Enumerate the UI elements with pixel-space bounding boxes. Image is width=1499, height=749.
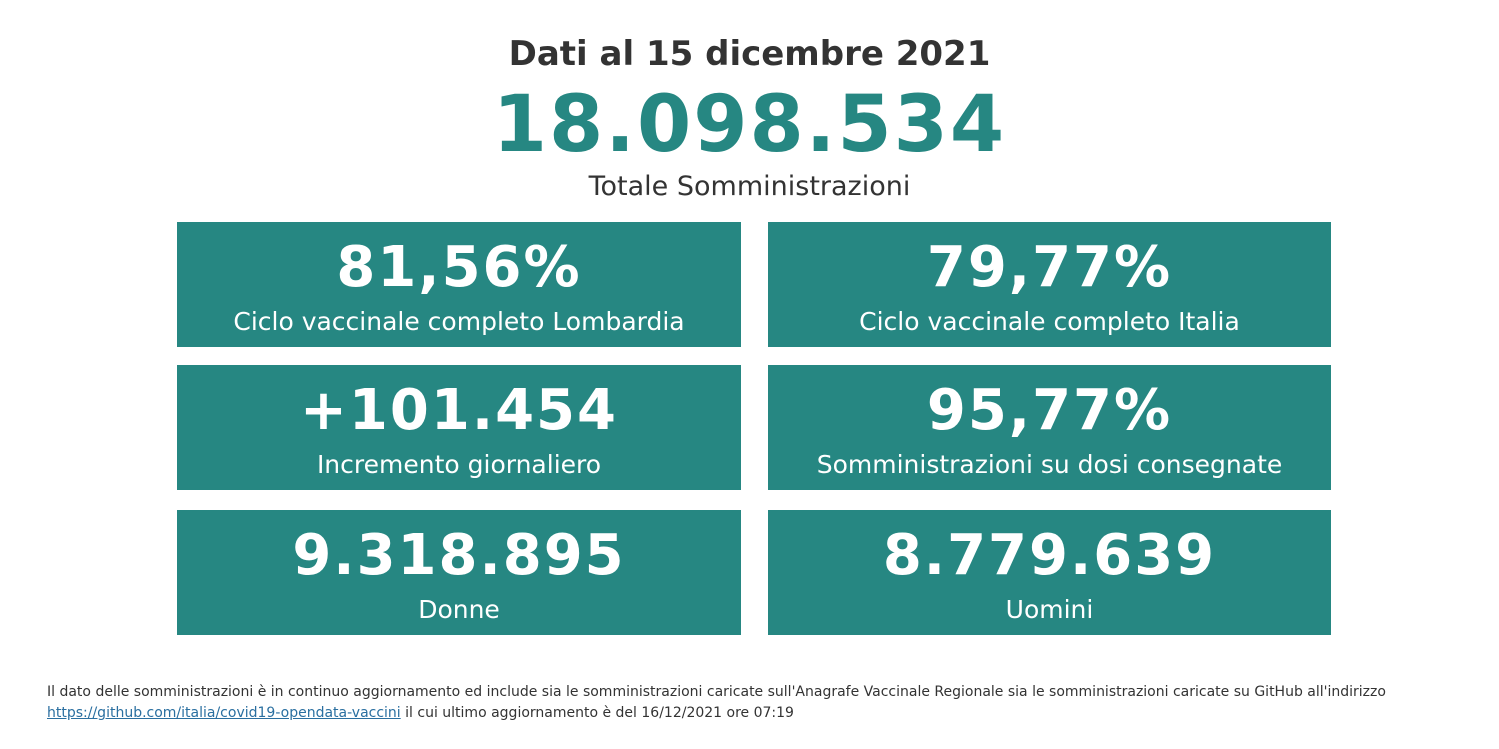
tile-label: Ciclo vaccinale completo Italia: [859, 307, 1240, 336]
tile-label: Donne: [418, 595, 500, 624]
tile-women: 9.318.895 Donne: [177, 510, 741, 635]
tile-full-cycle-italia: 79,77% Ciclo vaccinale completo Italia: [768, 222, 1331, 347]
tile-label: Somministrazioni su dosi consegnate: [816, 450, 1283, 479]
tile-value: +101.454: [300, 378, 618, 443]
tile-label: Ciclo vaccinale completo Lombardia: [233, 307, 685, 336]
github-link[interactable]: https://github.com/italia/covid19-openda…: [47, 705, 401, 721]
tile-administrations-vs-delivered: 95,77% Somministrazioni su dosi consegna…: [768, 365, 1331, 490]
total-administrations-label: Totale Somministrazioni: [588, 171, 911, 202]
tile-men: 8.779.639 Uomini: [768, 510, 1331, 635]
tile-value: 9.318.895: [292, 523, 626, 588]
tile-full-cycle-lombardia: 81,56% Ciclo vaccinale completo Lombardi…: [177, 222, 741, 347]
tile-value: 79,77%: [926, 235, 1173, 300]
tile-label: Incremento giornaliero: [316, 450, 602, 479]
tile-label: Uomini: [1005, 595, 1094, 624]
footnote-text: Il dato delle somministrazioni è in cont…: [47, 684, 1386, 700]
footnote-update-text: il cui ultimo aggiornamento è del 16/12/…: [400, 705, 794, 721]
tile-daily-increment: +101.454 Incremento giornaliero: [177, 365, 741, 490]
footnote: Il dato delle somministrazioni è in cont…: [47, 682, 1487, 724]
tile-value: 81,56%: [336, 235, 582, 300]
tile-value: 95,77%: [926, 378, 1173, 443]
total-administrations-value: 18.098.534: [492, 80, 1007, 170]
tile-value: 8.779.639: [882, 523, 1217, 588]
date-title: Dati al 15 dicembre 2021: [508, 34, 991, 74]
